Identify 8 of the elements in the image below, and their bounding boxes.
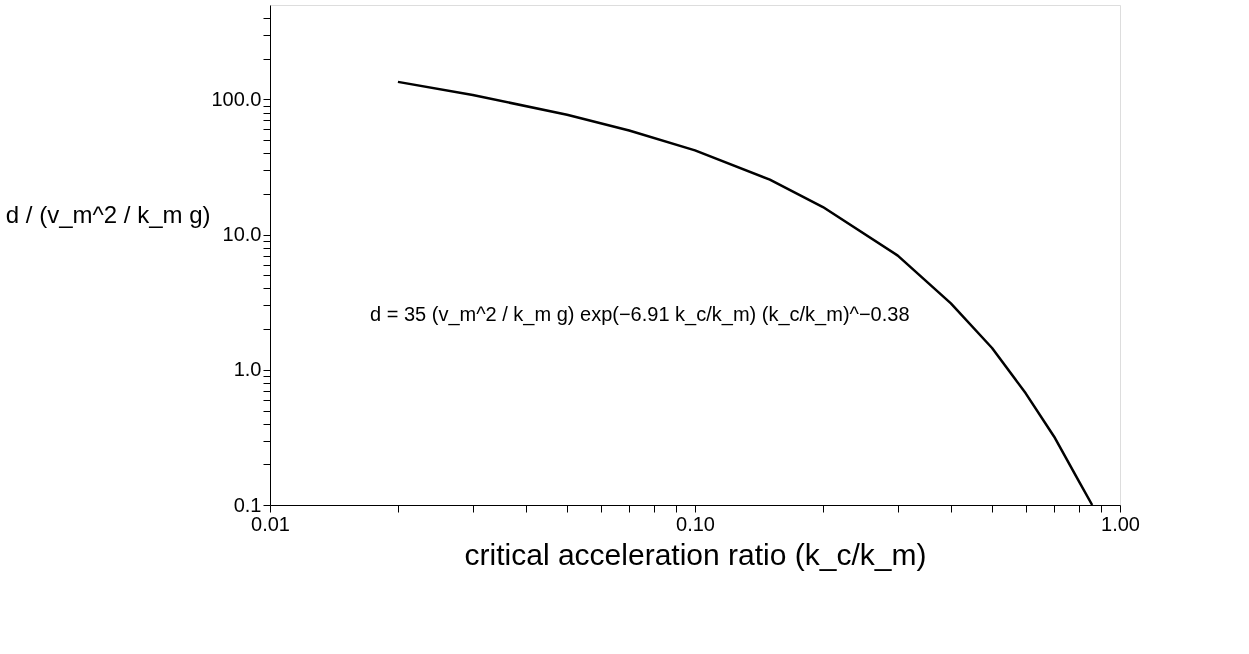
x-tick-label: 0.10 [676, 512, 715, 535]
y-axis-title: d / (v_m^2 / k_m g) [5, 200, 211, 228]
y-tick-label: 100.0 [211, 87, 262, 110]
x-axis-title: critical acceleration ratio (k_c/k_m) [464, 537, 927, 571]
y-tick-label: 1.0 [233, 358, 262, 381]
x-tick-label: 1.00 [1101, 512, 1140, 535]
y-tick-label: 10.0 [222, 223, 262, 246]
annotation: d = 35 (v_m^2 / k_m g) exp(−6.91 k_c/k_m) (k_c/k_m)^−0.38 [370, 303, 910, 326]
